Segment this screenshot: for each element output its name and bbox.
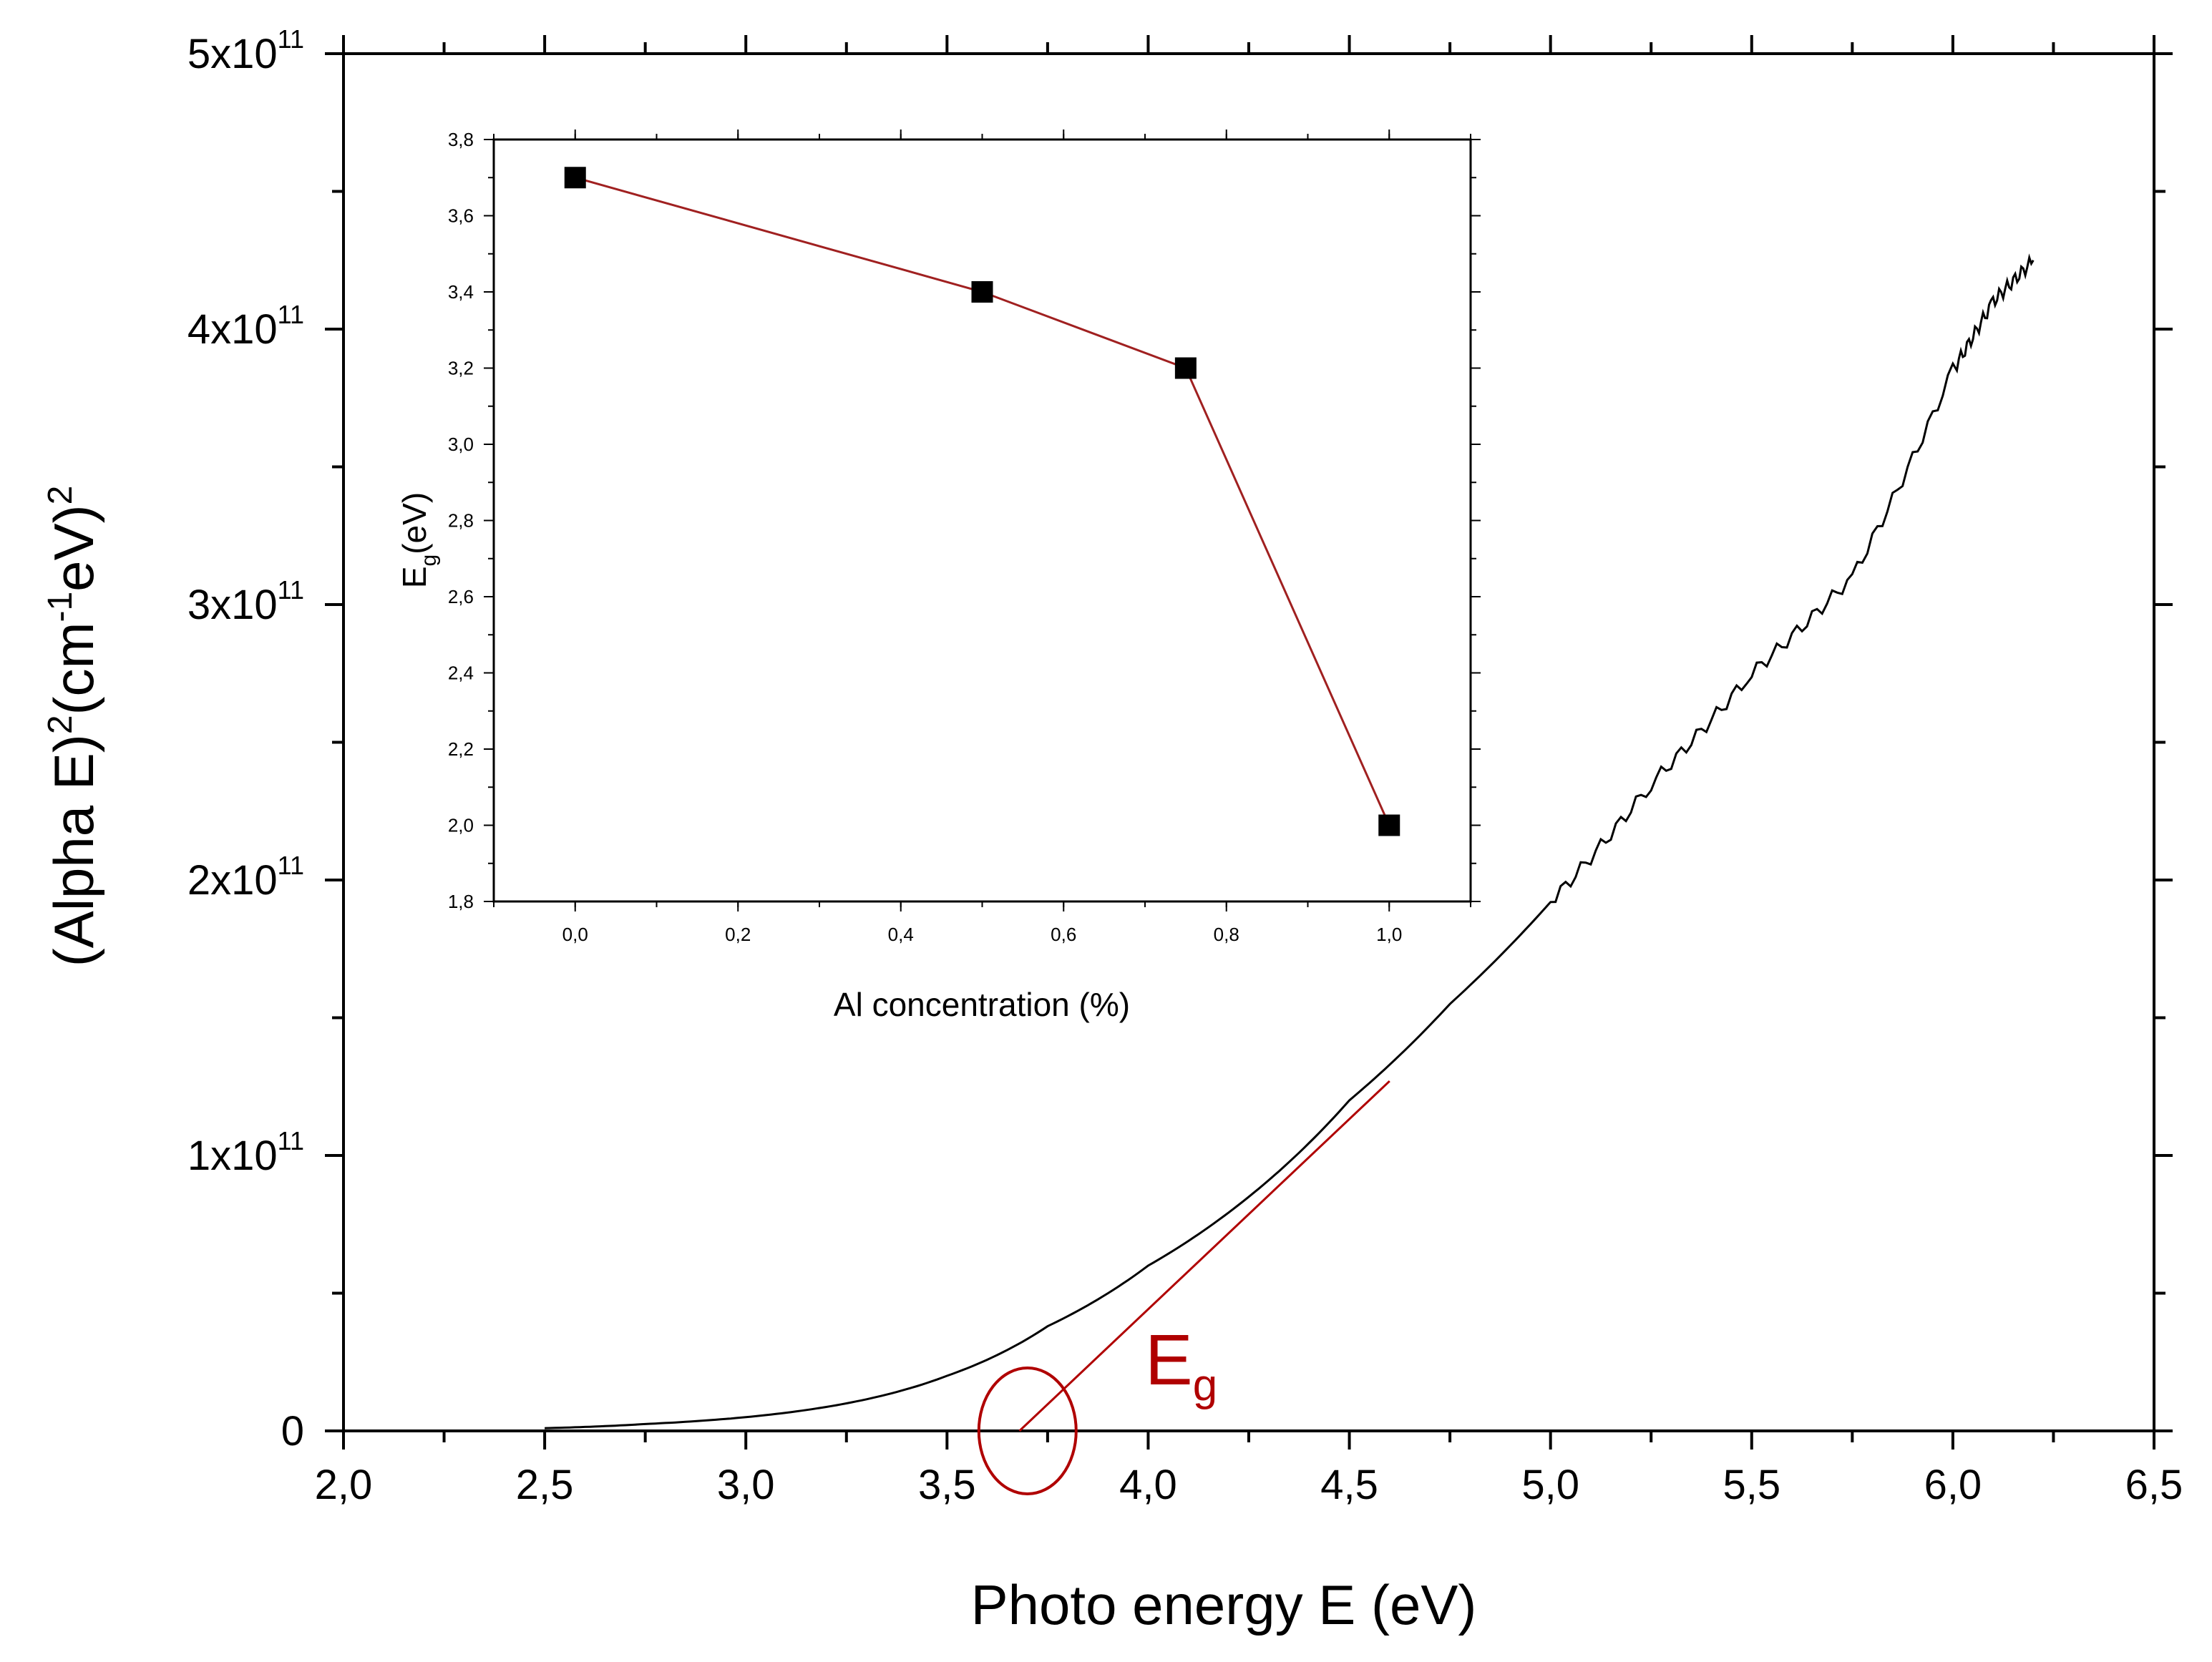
x-tick-label: 3,5 bbox=[918, 1462, 976, 1508]
y-tick-label: 4x1011 bbox=[187, 300, 304, 353]
main-tick-labels: 2,0 2,5 3,0 3,5 4,0 4,5 5,0 5,5 6,0 6,5 0 1x1011 2x1… bbox=[187, 24, 2183, 1508]
inset-y-tick-label: 2,0 bbox=[448, 815, 474, 836]
inset-axis-ticks bbox=[484, 129, 1481, 911]
inset-x-tick-label: 1,0 bbox=[1376, 924, 1402, 945]
inset-y-tick-label: 3,2 bbox=[448, 358, 474, 379]
x-tick-label: 4,0 bbox=[1119, 1462, 1177, 1508]
inset-y-tick-label: 2,4 bbox=[448, 663, 474, 684]
eg-subscript: g bbox=[1193, 1361, 1217, 1410]
inset-x-tick-label: 0,8 bbox=[1214, 924, 1239, 945]
inset-y-tick-label: 2,8 bbox=[448, 510, 474, 532]
inset-x-tick-label: 0,2 bbox=[725, 924, 751, 945]
x-tick-label: 6,0 bbox=[1924, 1462, 1982, 1508]
inset-data-marker bbox=[564, 167, 586, 189]
y-tick-label: 5x1011 bbox=[187, 24, 304, 77]
x-tick-label: 2,5 bbox=[516, 1462, 574, 1508]
inset-x-axis-title: Al concentration (%) bbox=[834, 986, 1130, 1023]
inset-y-tick-label: 2,6 bbox=[448, 586, 474, 607]
x-axis-title: Photo energy E (eV) bbox=[971, 1573, 1477, 1636]
x-tick-label: 3,0 bbox=[717, 1462, 775, 1508]
eg-main-letter: E bbox=[1145, 1320, 1193, 1400]
inset-plot-frame bbox=[492, 138, 1472, 903]
inset-y-tick-label: 3,8 bbox=[448, 129, 474, 150]
inset-data-marker bbox=[1378, 814, 1400, 836]
eg-annotation-label: Eg bbox=[1145, 1320, 1217, 1410]
inset-y-tick-label: 3,0 bbox=[448, 434, 474, 455]
inset-x-tick-label: 0,0 bbox=[562, 924, 588, 945]
inset-x-tick-label: 0,6 bbox=[1051, 924, 1076, 945]
y-tick-label: 0 bbox=[281, 1408, 304, 1455]
inset-y-tick-label: 2,2 bbox=[448, 738, 474, 760]
linear-fit-line bbox=[1018, 1080, 1390, 1432]
x-tick-label: 5,5 bbox=[1723, 1462, 1780, 1508]
inset-tick-labels: 0,0 0,2 0,4 0,6 0,8 1,0 1,8 2,0 2,2 2,4 2,6 2,8 3,0 3… bbox=[448, 129, 1402, 945]
inset-y-tick-label: 1,8 bbox=[448, 891, 474, 912]
absorption-curve bbox=[545, 253, 2035, 1429]
inset-data-marker bbox=[971, 281, 993, 303]
main-axis-ticks bbox=[325, 35, 2173, 1450]
x-tick-label: 2,0 bbox=[315, 1462, 373, 1508]
x-tick-label: 5,0 bbox=[1521, 1462, 1579, 1508]
inset-y-tick-label: 3,6 bbox=[448, 205, 474, 227]
inset-markers bbox=[564, 167, 1400, 836]
x-tick-label: 6,5 bbox=[2125, 1462, 2183, 1508]
inset-y-axis-title: Eg(eV) bbox=[396, 492, 441, 588]
y-tick-label: 3x1011 bbox=[187, 575, 304, 628]
y-tick-label: 1x1011 bbox=[187, 1126, 304, 1179]
inset-y-tick-label: 3,4 bbox=[448, 281, 474, 303]
inset-series-line bbox=[575, 176, 1390, 826]
eg-intercept-circle bbox=[977, 1367, 1078, 1495]
y-axis-title: (Alpha E)2(cm-1eV)2 bbox=[42, 486, 105, 967]
inset-x-tick-label: 0,4 bbox=[888, 924, 914, 945]
inset-data-marker bbox=[1174, 357, 1197, 379]
y-tick-label: 2x1011 bbox=[187, 851, 304, 904]
x-tick-label: 4,5 bbox=[1320, 1462, 1378, 1508]
